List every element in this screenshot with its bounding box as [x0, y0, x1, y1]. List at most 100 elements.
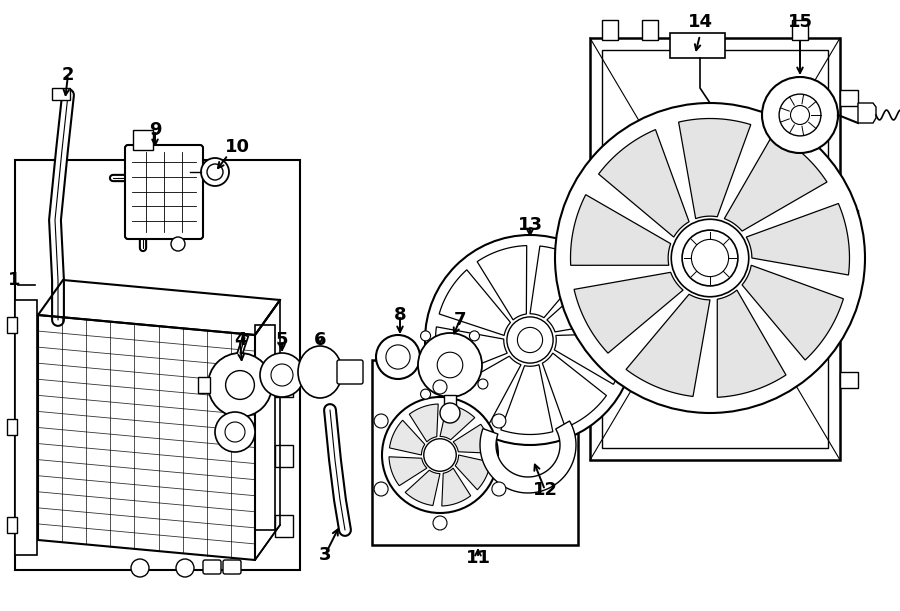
Circle shape: [382, 397, 498, 513]
Circle shape: [424, 439, 456, 471]
Polygon shape: [455, 455, 490, 490]
Polygon shape: [724, 134, 827, 231]
Circle shape: [260, 353, 304, 397]
Bar: [275, 445, 293, 467]
Bar: [602, 20, 618, 40]
FancyBboxPatch shape: [203, 560, 221, 574]
Circle shape: [440, 403, 460, 423]
Polygon shape: [410, 404, 438, 442]
Polygon shape: [547, 274, 623, 332]
Circle shape: [171, 237, 185, 251]
Text: 13: 13: [518, 216, 543, 234]
Polygon shape: [390, 420, 425, 455]
Circle shape: [433, 380, 447, 394]
Circle shape: [271, 364, 293, 386]
Text: 12: 12: [533, 481, 557, 499]
Polygon shape: [442, 468, 471, 506]
Polygon shape: [500, 365, 553, 434]
Circle shape: [376, 335, 420, 379]
Bar: [840, 210, 858, 226]
Circle shape: [682, 230, 738, 286]
Text: 15: 15: [788, 13, 813, 31]
Polygon shape: [440, 404, 475, 440]
Circle shape: [790, 106, 809, 125]
Circle shape: [374, 414, 388, 428]
Circle shape: [671, 219, 749, 297]
Polygon shape: [450, 356, 521, 425]
Circle shape: [226, 371, 255, 400]
Bar: [7, 317, 17, 333]
Text: 8: 8: [393, 306, 406, 324]
Text: 4: 4: [234, 331, 247, 349]
Circle shape: [420, 389, 430, 399]
Circle shape: [420, 331, 430, 341]
Polygon shape: [574, 273, 683, 353]
Bar: [15, 160, 300, 570]
FancyBboxPatch shape: [337, 360, 363, 384]
Circle shape: [470, 331, 480, 341]
Circle shape: [208, 353, 272, 417]
Polygon shape: [477, 246, 526, 320]
Bar: [372, 360, 578, 545]
Text: 10: 10: [225, 138, 250, 156]
Circle shape: [779, 94, 821, 136]
Bar: [275, 515, 293, 537]
Circle shape: [555, 103, 865, 413]
Polygon shape: [480, 421, 576, 493]
Polygon shape: [405, 470, 440, 505]
Bar: [792, 20, 808, 40]
Polygon shape: [530, 246, 589, 318]
Circle shape: [507, 317, 554, 363]
Circle shape: [762, 77, 838, 153]
Bar: [198, 377, 210, 393]
Text: 11: 11: [465, 549, 491, 567]
Text: 5: 5: [275, 331, 288, 349]
Circle shape: [207, 164, 223, 180]
Circle shape: [433, 516, 447, 530]
Ellipse shape: [298, 346, 342, 398]
Polygon shape: [554, 334, 625, 384]
Circle shape: [386, 345, 410, 369]
Bar: [275, 375, 293, 397]
Circle shape: [201, 158, 229, 186]
FancyBboxPatch shape: [125, 145, 203, 239]
Polygon shape: [746, 203, 850, 275]
Text: 14: 14: [688, 13, 713, 31]
Bar: [444, 395, 456, 413]
Circle shape: [425, 235, 635, 445]
Text: 2: 2: [62, 66, 74, 84]
Text: 3: 3: [319, 546, 331, 564]
Polygon shape: [717, 290, 786, 397]
Bar: [840, 90, 858, 106]
Bar: [642, 20, 658, 40]
Text: 1: 1: [8, 271, 21, 289]
Bar: [590, 38, 840, 460]
Bar: [7, 419, 17, 435]
Circle shape: [492, 414, 506, 428]
Polygon shape: [453, 424, 491, 453]
Bar: [7, 517, 17, 533]
Bar: [52, 88, 70, 100]
Text: 9: 9: [148, 121, 161, 139]
Text: 7: 7: [454, 311, 466, 329]
Text: 6: 6: [314, 331, 326, 349]
Circle shape: [131, 559, 149, 577]
Polygon shape: [679, 119, 751, 219]
Bar: [133, 130, 153, 150]
Bar: [602, 50, 828, 448]
Polygon shape: [543, 353, 607, 428]
Bar: [15, 300, 37, 555]
Polygon shape: [439, 270, 510, 335]
Circle shape: [478, 379, 488, 389]
Polygon shape: [571, 195, 670, 265]
Bar: [670, 33, 725, 58]
Polygon shape: [389, 457, 427, 486]
Polygon shape: [436, 327, 508, 378]
Polygon shape: [742, 265, 843, 360]
Bar: [255, 325, 275, 530]
Circle shape: [374, 482, 388, 496]
Circle shape: [492, 482, 506, 496]
Polygon shape: [598, 130, 689, 237]
Polygon shape: [626, 295, 710, 397]
Circle shape: [418, 333, 482, 397]
